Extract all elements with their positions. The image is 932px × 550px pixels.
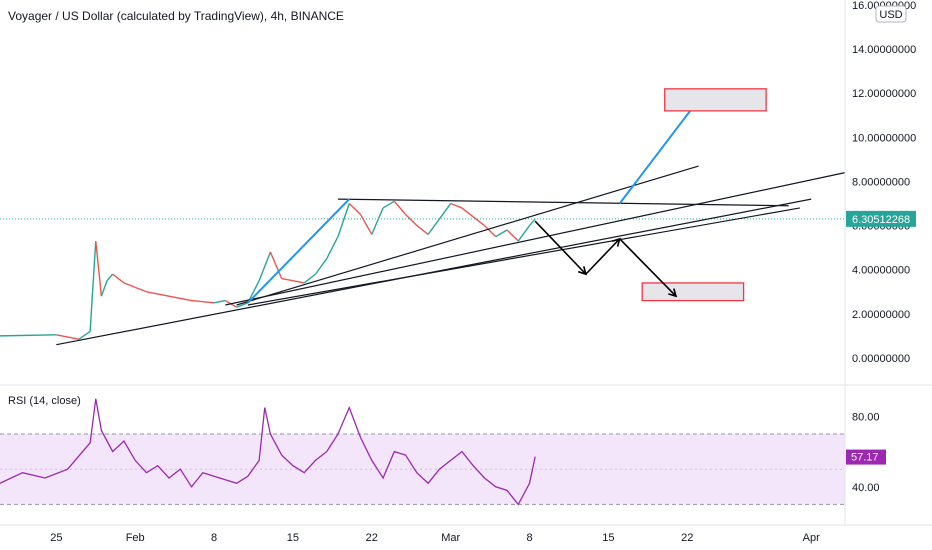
price-segment: [112, 273, 125, 284]
rsi-last-value-background: [846, 449, 886, 465]
trendline: [247, 207, 801, 306]
price-segment: [95, 240, 103, 297]
price-pane-background: [0, 0, 845, 385]
price-tick-label: 10.00000000: [852, 132, 916, 144]
time-axis-ticks: 25 Feb 8 15 22 Mar 8 15 22 Apr: [50, 532, 820, 544]
rsi-last-value-marker: 57.17: [846, 449, 886, 465]
time-axis[interactable]: 25 Feb 8 15 22 Mar 8 15 22 Apr: [0, 524, 932, 544]
rsi-last-value-label: 57.17: [851, 452, 879, 464]
price-segment: [303, 273, 316, 284]
trendline: [236, 165, 699, 306]
price-segment: [416, 225, 429, 235]
arrow-head: [668, 288, 678, 298]
arrow-segment: [585, 238, 621, 275]
time-tick-label: 8: [526, 532, 532, 544]
time-tick-label: 22: [366, 532, 378, 544]
price-segment: [213, 299, 226, 304]
rsi-axis[interactable]: 80.00 40.00 57.17: [844, 385, 886, 525]
time-tick-label: 8: [211, 532, 217, 544]
price-tick-label: 14.00000000: [852, 44, 916, 56]
projection-line: [247, 198, 350, 304]
time-tick-label: 25: [50, 532, 62, 544]
price-segment: [100, 280, 108, 297]
time-tick-label: Feb: [126, 532, 145, 544]
price-tick-label: 4.00000000: [852, 265, 910, 277]
price-segment: [269, 251, 283, 279]
price-segment: [146, 291, 170, 297]
time-tick-label: 15: [287, 532, 299, 544]
price-segment: [56, 334, 80, 340]
price-segment: [134, 286, 147, 293]
time-tick-label: 15: [602, 532, 614, 544]
price-segment: [123, 282, 136, 289]
time-tick-label: Mar: [441, 532, 460, 544]
price-segment: [393, 200, 407, 216]
price-tick-label: 12.00000000: [852, 88, 916, 100]
rsi-title: RSI (14, close): [8, 395, 81, 407]
price-segment: [337, 203, 350, 237]
last-price-marker: 6.30512268: [846, 210, 916, 227]
chart-title: Voyager / US Dollar (calculated by Tradi…: [8, 9, 344, 23]
price-segment: [359, 214, 373, 235]
price-segment: [106, 273, 114, 282]
time-tick-label: 22: [681, 532, 693, 544]
rsi-line: [0, 398, 536, 506]
price-segment: [405, 214, 418, 227]
price-segment: [472, 216, 485, 227]
rsi-tick-label: 80.00: [852, 411, 880, 423]
price-segment: [326, 236, 339, 259]
price-pane: Voyager / US Dollar (calculated by Tradi…: [0, 0, 846, 385]
price-segment: [427, 218, 440, 235]
price-segment: [461, 207, 474, 218]
time-tick-label: Apr: [803, 532, 820, 544]
currency-badge[interactable]: [875, 5, 907, 23]
price-segment: [517, 225, 531, 242]
price-tick-label: 2.00000000: [852, 309, 910, 321]
price-segment: [438, 203, 452, 220]
rsi-series: [0, 398, 536, 506]
drawing-annotations: [56, 88, 846, 346]
price-segment: [314, 258, 328, 275]
last-price-label: 6.30512268: [852, 214, 910, 226]
price-segment: [450, 202, 463, 209]
rsi-band: [0, 433, 845, 505]
target-box: [664, 88, 767, 112]
price-segment: [382, 200, 395, 209]
last-price-background: [846, 210, 916, 227]
price-segment: [348, 203, 362, 216]
price-tick-label: 0.00000000: [852, 353, 910, 365]
price-segment: [168, 295, 192, 302]
rsi-axis-ticks: 80.00 40.00: [852, 411, 880, 493]
price-segment: [0, 334, 57, 337]
price-segment: [236, 302, 249, 308]
price-series: [0, 200, 845, 340]
trendline: [225, 172, 846, 306]
arrow-segment: [534, 220, 587, 275]
price-axis-ticks: 16.0000000014.0000000012.0000000010.0000…: [852, 0, 916, 365]
price-segment: [495, 229, 508, 238]
price-segment: [191, 299, 215, 304]
target-box: [641, 282, 745, 302]
rsi-pane: RSI (14, close): [0, 395, 845, 506]
price-segment: [483, 225, 497, 238]
price-axis[interactable]: 16.0000000014.0000000012.0000000010.0000…: [844, 0, 916, 385]
price-segment: [529, 218, 536, 227]
price-segment: [89, 240, 97, 332]
trendline: [337, 198, 789, 207]
rsi-tick-label: 40.00: [852, 482, 880, 494]
price-segment: [78, 330, 91, 340]
price-segment: [506, 229, 519, 242]
price-tick-label: 8.00000000: [852, 176, 910, 188]
price-segment: [292, 280, 305, 284]
price-segment: [247, 280, 260, 304]
price-segment: [371, 207, 384, 235]
projection-line: [618, 99, 700, 205]
price-segment: [258, 251, 272, 281]
currency-badge-label: USD: [879, 9, 902, 21]
arrow-segment: [619, 238, 677, 297]
price-segment: [281, 277, 294, 282]
